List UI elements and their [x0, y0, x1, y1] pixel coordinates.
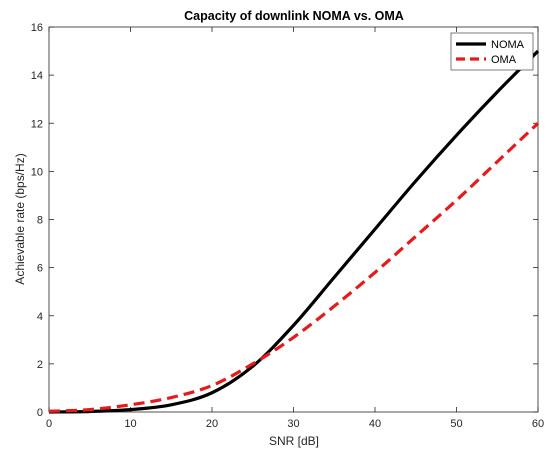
x-tick-label: 40 — [369, 418, 381, 430]
legend: NOMA OMA — [450, 32, 534, 71]
y-tick-label: 12 — [31, 118, 43, 130]
legend-label-noma: NOMA — [491, 39, 525, 51]
y-tick-label: 0 — [37, 407, 43, 419]
y-tick-label: 16 — [31, 22, 43, 34]
x-tick-label: 10 — [124, 418, 136, 430]
plot-frame — [48, 26, 539, 413]
x-tick-label: 20 — [206, 418, 218, 430]
chart-title: Capacity of downlink NOMA vs. OMA — [184, 9, 404, 23]
plot-area: 0 10 20 30 40 50 60 0 2 4 6 8 10 12 14 16 — [31, 22, 544, 430]
y-tick-label: 4 — [37, 311, 43, 323]
x-axis-label: SNR [dB] — [269, 434, 319, 448]
series-line-noma — [48, 49, 540, 414]
series-line-oma — [48, 122, 540, 413]
y-axis-label: Achievable rate (bps/Hz) — [13, 153, 27, 284]
x-tick-label: 0 — [46, 418, 52, 430]
x-tick-label: 60 — [532, 418, 544, 430]
y-tick-label: 10 — [31, 166, 43, 178]
legend-box — [450, 32, 534, 71]
x-tick-label: 50 — [450, 418, 462, 430]
y-tick-label: 8 — [37, 215, 43, 227]
legend-label-oma: OMA — [491, 54, 517, 66]
y-tick-label: 2 — [37, 359, 43, 371]
y-tick-label: 14 — [31, 70, 43, 82]
y-tick-label: 6 — [37, 263, 43, 275]
x-tick-label: 30 — [287, 418, 299, 430]
